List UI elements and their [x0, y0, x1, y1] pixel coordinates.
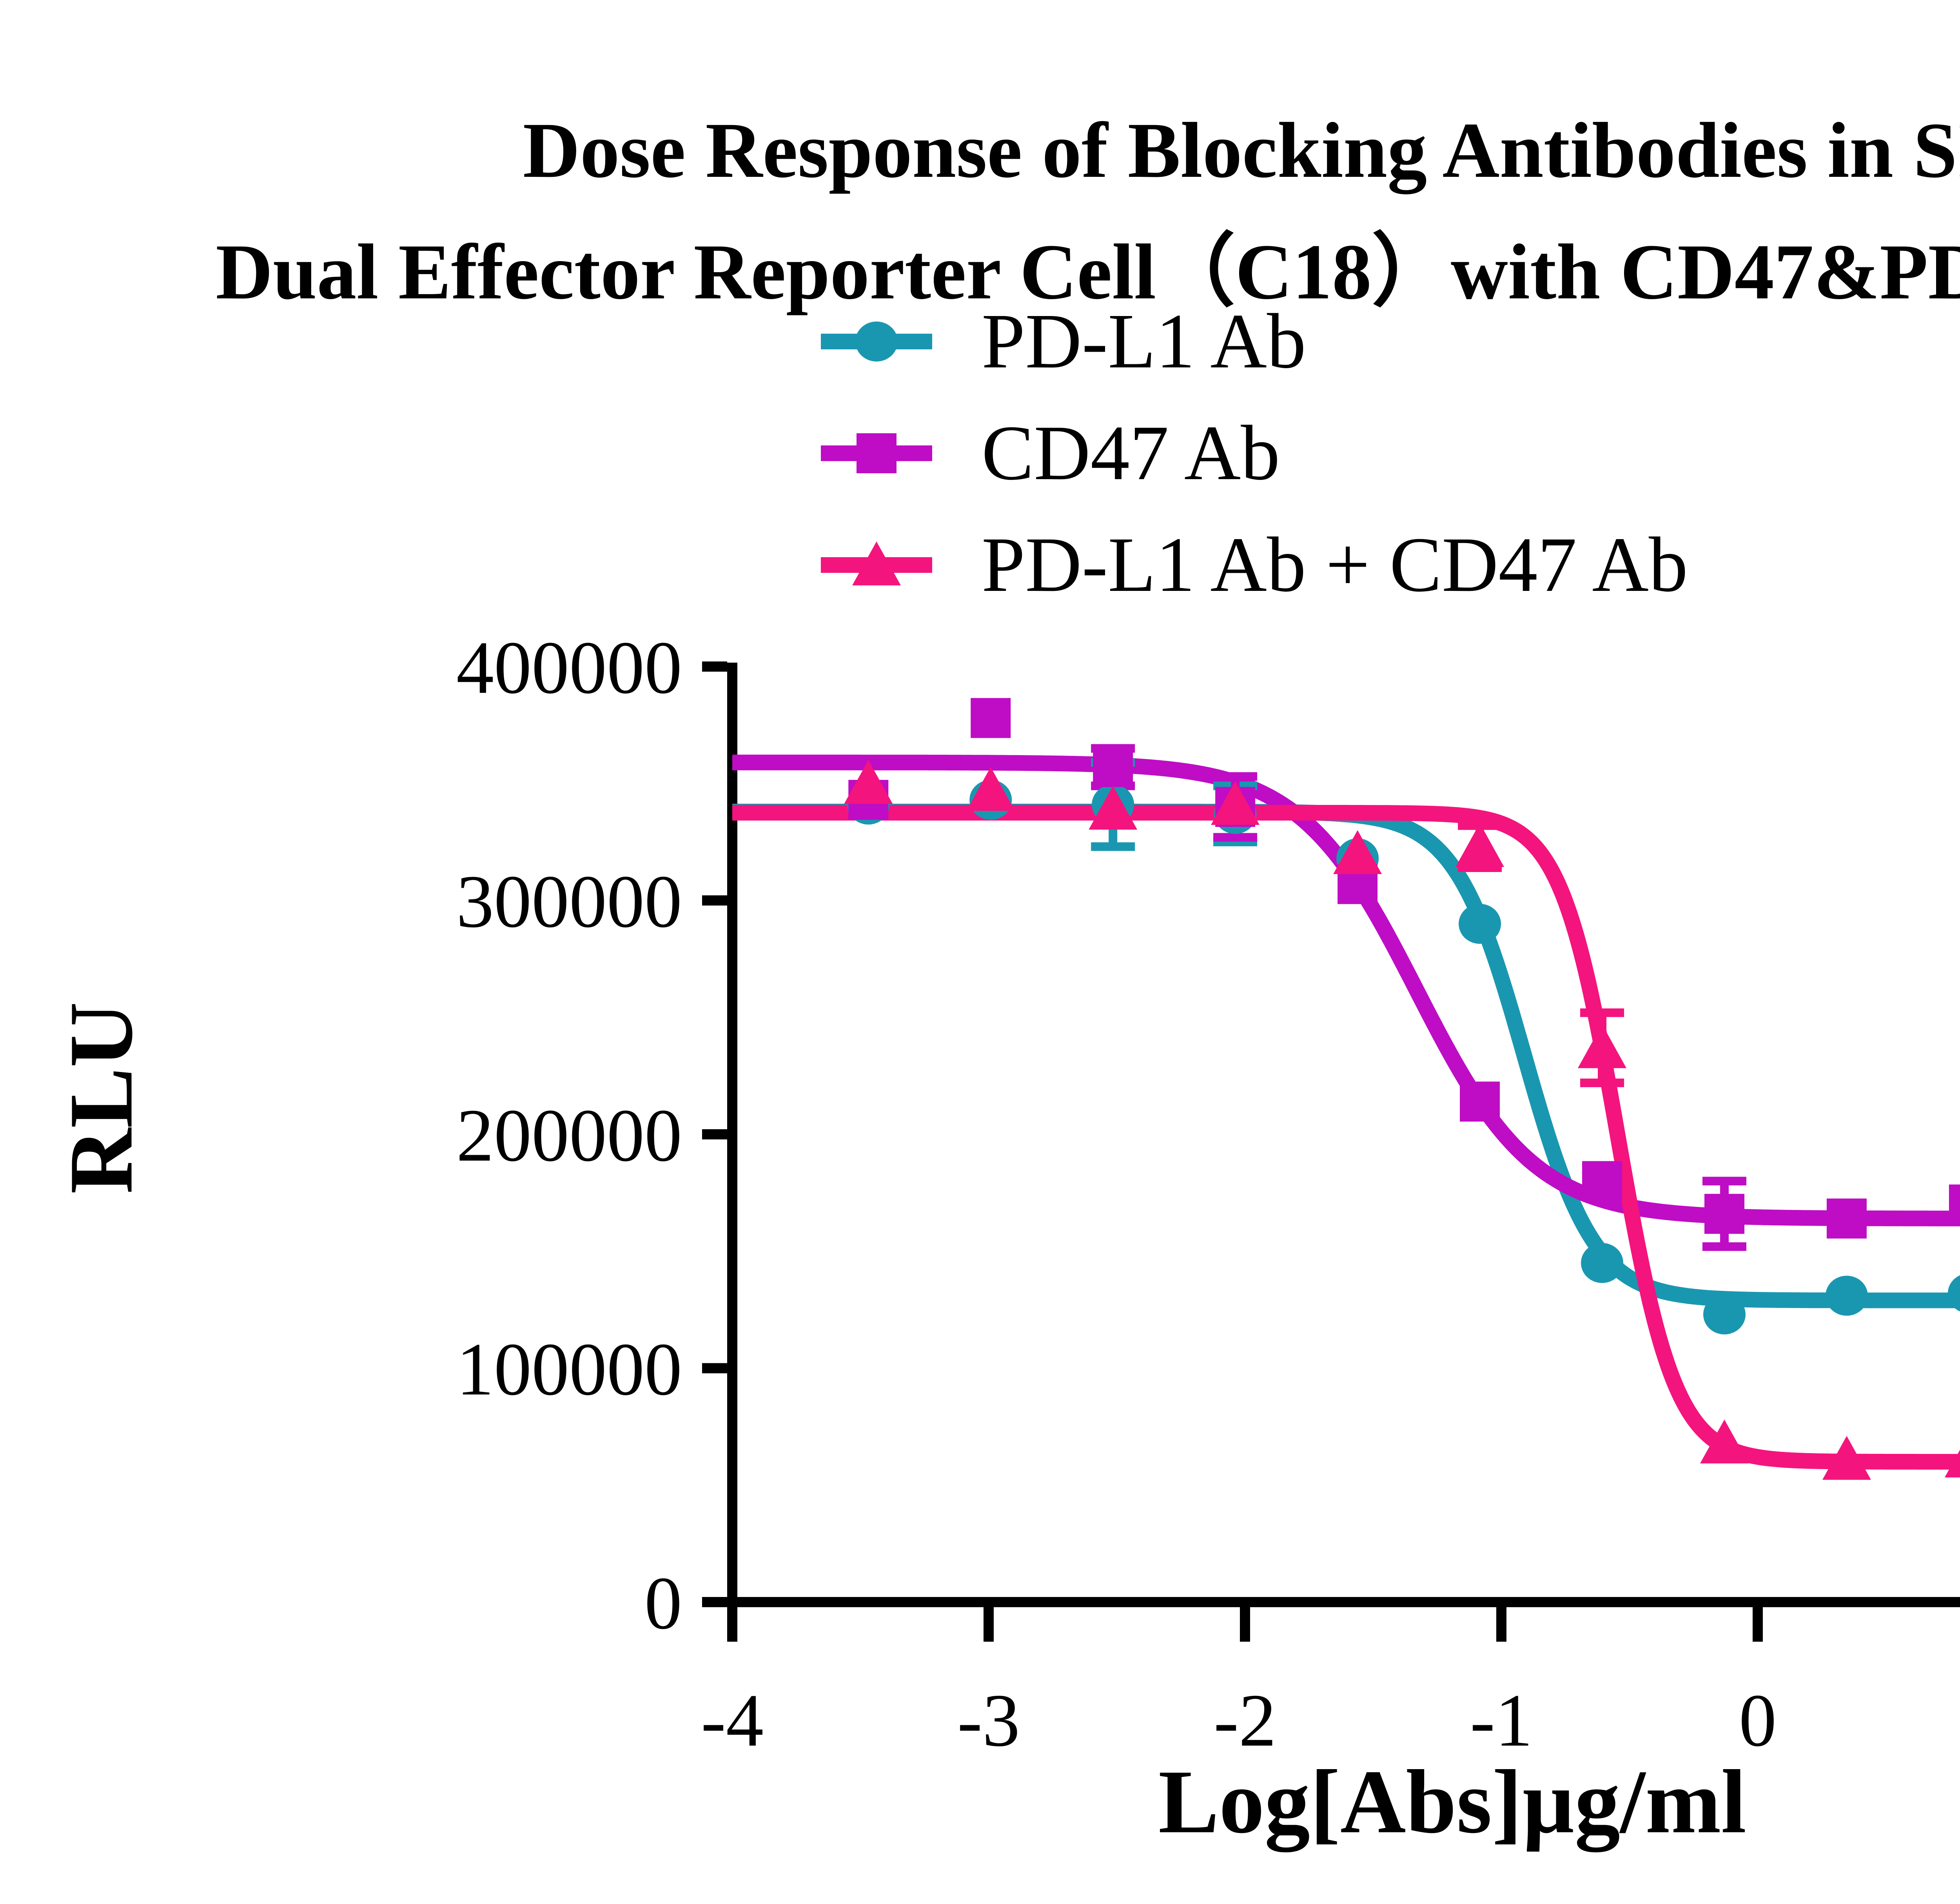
x-tick-label: -1 — [1470, 1679, 1533, 1762]
x-tick-label: -4 — [701, 1679, 764, 1762]
x-tick — [984, 1607, 994, 1642]
point-pd-l1-ab-cd47-ab — [1578, 1024, 1627, 1068]
y-tick — [702, 661, 727, 672]
x-axis-title: Log[Abs]µg/ml — [1158, 1751, 1746, 1852]
point-cd47-ab — [1093, 747, 1133, 787]
y-tick-label: 100000 — [456, 1328, 682, 1411]
point-cd47-ab — [1826, 1198, 1867, 1239]
legend-marker-square-icon — [821, 433, 932, 473]
point-pd-l1-ab-cd47-ab — [1455, 823, 1504, 867]
point-cd47-ab — [1704, 1194, 1744, 1234]
point-pd-l1-ab — [1581, 1243, 1624, 1283]
legend-label: CD47 Ab — [982, 410, 1280, 496]
point-pd-l1-ab-cd47-ab — [1944, 1450, 1960, 1478]
point-pd-l1-ab — [1825, 1275, 1868, 1316]
x-tick-label: 0 — [1739, 1679, 1777, 1762]
y-tick — [702, 1363, 727, 1373]
curve-cd47-ab — [732, 754, 1960, 1226]
x-tick — [1496, 1607, 1506, 1642]
legend-label: PD-L1 Ab + CD47 Ab — [982, 521, 1688, 608]
point-pd-l1-ab-cd47-ab — [966, 767, 1015, 811]
points-pd-l1-ab — [847, 780, 1960, 1335]
x-tick-label: -3 — [957, 1679, 1020, 1762]
chart-title-line2: Dual Effector Reporter Cell（C18）with CD4… — [216, 228, 1960, 316]
legend-item-pd-l1-ab-cd47-ab: PD-L1 Ab + CD47 Ab — [818, 509, 1688, 621]
curve-pd-l1-ab-cd47-ab — [732, 805, 1960, 1470]
point-cd47-ab — [1460, 1081, 1500, 1122]
legend: PD-L1 Ab CD47 Ab PD-L1 Ab + CD47 Ab — [818, 285, 1688, 621]
y-tick-label: 200000 — [456, 1094, 682, 1177]
legend-marker-glyph — [855, 321, 898, 362]
point-pd-l1-ab-cd47-ab — [1333, 830, 1382, 874]
point-pd-l1-ab-cd47-ab — [1211, 781, 1260, 825]
legend-marker-glyph — [852, 541, 901, 585]
point-cd47-ab — [971, 698, 1011, 738]
point-pd-l1-ab — [1703, 1294, 1746, 1335]
points-pd-l1-ab-cd47-ab — [844, 760, 1960, 1480]
legend-item-pd-l1-ab: PD-L1 Ab — [818, 285, 1688, 397]
legend-marker-circle-icon — [821, 321, 932, 362]
y-tick — [702, 1129, 727, 1139]
y-tick — [702, 1597, 727, 1607]
point-pd-l1-ab-cd47-ab — [1700, 1419, 1749, 1464]
y-axis-title: RLU — [51, 1002, 152, 1194]
y-tick-label: 400000 — [456, 626, 682, 709]
x-tick — [1240, 1607, 1250, 1642]
x-tick — [727, 1607, 737, 1642]
point-pd-l1-ab — [1947, 1275, 1960, 1312]
chart-title-line1: Dose Response of Blocking Antibodies in … — [523, 106, 1960, 194]
point-cd47-ab — [1949, 1184, 1960, 1225]
legend-label: PD-L1 Ab — [982, 298, 1306, 385]
x-axis-line — [727, 1597, 1960, 1607]
chart-title: Dose Response of Blocking Antibodies in … — [216, 89, 1960, 332]
point-pd-l1-ab-cd47-ab — [1822, 1436, 1871, 1480]
y-tick — [702, 895, 727, 906]
x-tick — [1753, 1607, 1763, 1642]
legend-marker-triangle-icon — [821, 541, 932, 585]
point-pd-l1-ab — [1459, 904, 1501, 944]
legend-item-cd47-ab: CD47 Ab — [818, 397, 1688, 509]
y-tick-label: 300000 — [456, 860, 682, 943]
point-cd47-ab — [1582, 1161, 1622, 1201]
y-tick-label: 0 — [644, 1561, 682, 1645]
point-pd-l1-ab-cd47-ab — [1089, 785, 1138, 830]
x-tick-label: -2 — [1214, 1679, 1276, 1762]
legend-marker-glyph — [857, 433, 897, 473]
point-pd-l1-ab-cd47-ab — [844, 760, 893, 804]
